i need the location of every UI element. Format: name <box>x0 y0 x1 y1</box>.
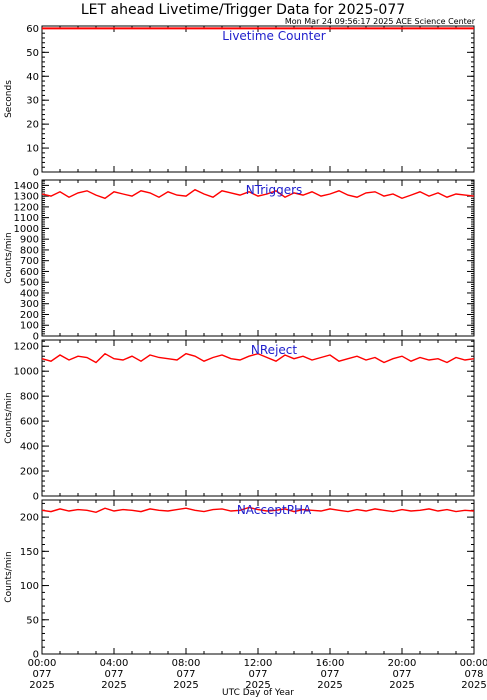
panel-label: NReject <box>251 343 297 357</box>
y-tick-label: 1000 <box>14 367 39 378</box>
x-axis: 00:00077202504:00077202508:00077202512:0… <box>28 658 487 691</box>
timestamp: Mon Mar 24 09:56:17 2025 ACE Science Cen… <box>285 17 476 26</box>
x-tick-doy: 077 <box>248 669 267 680</box>
panel-frame <box>41 179 475 337</box>
x-tick-year: 2025 <box>461 680 486 691</box>
y-tick-label: 100 <box>20 321 39 332</box>
y-tick-label: 1400 <box>14 181 39 192</box>
y-tick-label: 600 <box>20 417 39 428</box>
y-axis-label: Counts/min <box>4 551 14 602</box>
y-tick-label: 1300 <box>14 192 39 203</box>
panel-frame <box>41 25 475 173</box>
chart-title: LET ahead Livetime/Trigger Data for 2025… <box>81 2 405 18</box>
y-axis-label: Counts/min <box>4 232 14 283</box>
panel-label: NAcceptPHA <box>237 503 312 517</box>
y-tick-label: 400 <box>20 442 39 453</box>
x-tick-year: 2025 <box>101 680 126 691</box>
panel-2: 0100200300400500600700800900100011001200… <box>4 179 475 343</box>
x-axis-label: UTC Day of Year <box>222 688 294 698</box>
y-tick-label: 500 <box>20 278 39 289</box>
y-tick-label: 0 <box>33 168 39 179</box>
x-tick-year: 2025 <box>245 680 270 691</box>
panel-frame <box>41 499 475 655</box>
x-tick-year: 2025 <box>389 680 414 691</box>
y-tick-label: 30 <box>26 96 39 107</box>
y-tick-label: 800 <box>20 392 39 403</box>
series-line <box>41 188 475 200</box>
x-tick-time: 04:00 <box>100 658 129 669</box>
y-tick-label: 200 <box>20 310 39 321</box>
y-tick-label: 100 <box>20 581 39 592</box>
y-tick-label: 300 <box>20 299 39 310</box>
panel-1: 0 10 20 30 40 50 60 Seconds Livetime Counter <box>4 24 475 179</box>
y-tick-label: 0 <box>33 332 39 343</box>
series-line <box>41 506 475 514</box>
y-tick-label: 0 <box>33 492 39 503</box>
y-tick-label: 60 <box>26 24 39 35</box>
y-tick-label: 800 <box>20 245 39 256</box>
y-tick-label: 1200 <box>14 202 39 213</box>
y-tick-label: 700 <box>20 256 39 267</box>
x-tick-doy: 077 <box>176 669 195 680</box>
y-tick-label: 50 <box>26 48 39 59</box>
y-tick-label: 20 <box>26 120 39 131</box>
x-tick-year: 2025 <box>29 680 54 691</box>
x-tick-time: 00:00 <box>460 658 487 669</box>
y-tick-label: 40 <box>26 72 39 83</box>
y-tick-label: 1200 <box>14 342 39 353</box>
y-axis-label: Counts/min <box>4 392 14 443</box>
y-tick-label: 1000 <box>14 224 39 235</box>
panel-label: NTriggers <box>246 183 303 197</box>
x-tick-doy: 077 <box>392 669 411 680</box>
y-tick-label: 600 <box>20 267 39 278</box>
x-tick-doy: 078 <box>464 669 483 680</box>
y-tick-label: 50 <box>26 615 39 626</box>
y-tick-label: 1100 <box>14 213 39 224</box>
x-tick-time: 16:00 <box>316 658 345 669</box>
x-tick-year: 2025 <box>317 680 342 691</box>
panel-frame <box>41 339 475 497</box>
y-tick-label: 10 <box>26 144 39 155</box>
x-tick-doy: 077 <box>104 669 123 680</box>
panel-label: Livetime Counter <box>222 29 325 43</box>
y-tick-label: 150 <box>20 547 39 558</box>
y-tick-label: 400 <box>20 288 39 299</box>
x-tick-time: 00:00 <box>28 658 57 669</box>
y-axis-label: Seconds <box>4 80 14 118</box>
x-tick-doy: 077 <box>32 669 51 680</box>
x-tick-doy: 077 <box>320 669 339 680</box>
x-tick-time: 12:00 <box>244 658 273 669</box>
series-line <box>41 352 475 364</box>
x-tick-time: 08:00 <box>172 658 201 669</box>
x-tick-time: 20:00 <box>388 658 417 669</box>
panel-3: 0 200 400 600 800 1000 1200 Counts/min NReject <box>4 339 475 503</box>
y-tick-label: 200 <box>20 513 39 524</box>
panel-4: 0 50 100 150 200 Counts/min NAcceptPHA <box>4 499 475 661</box>
x-tick-year: 2025 <box>173 680 198 691</box>
y-tick-label: 200 <box>20 467 39 478</box>
y-tick-label: 0 <box>33 650 39 661</box>
y-tick-label: 900 <box>20 235 39 246</box>
